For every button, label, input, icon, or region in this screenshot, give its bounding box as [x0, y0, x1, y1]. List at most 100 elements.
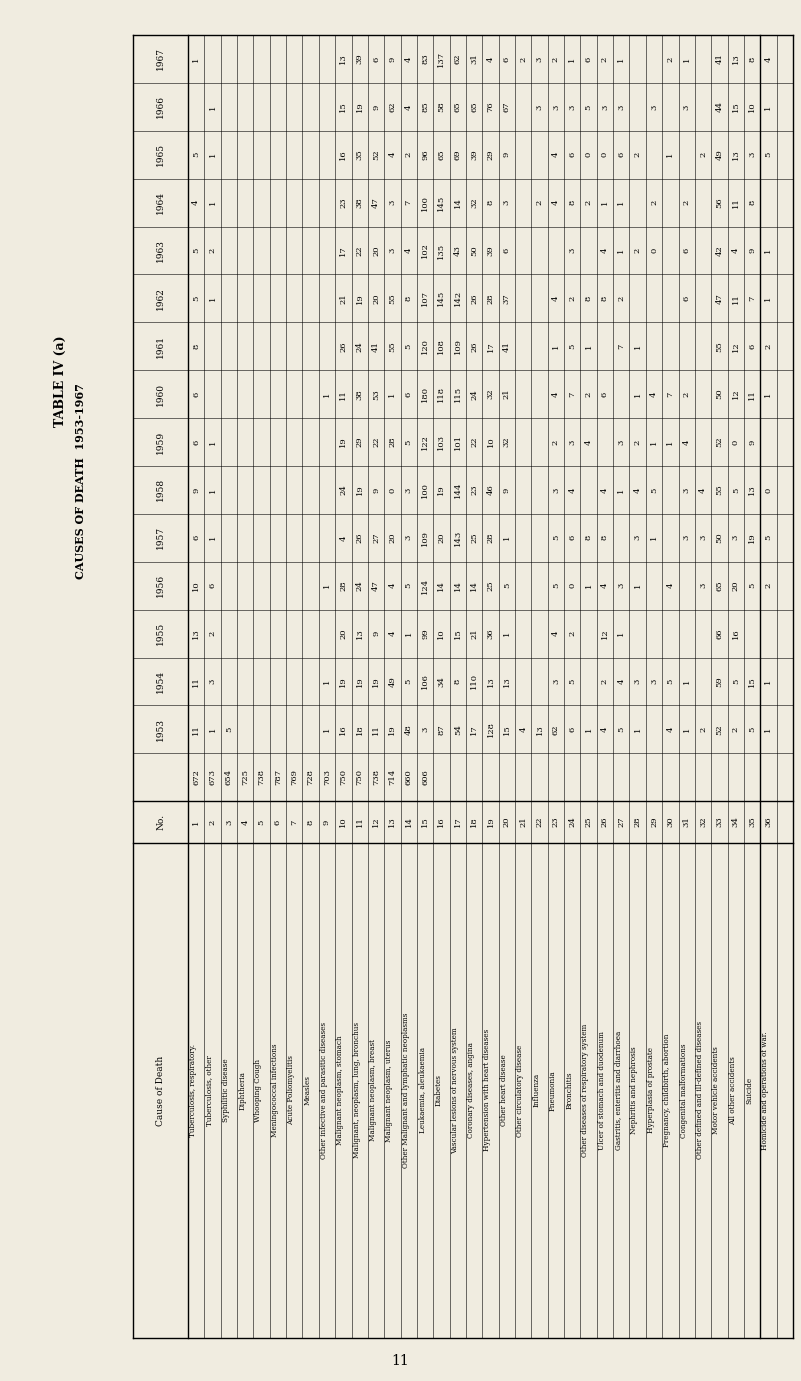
Text: 10: 10 [340, 816, 348, 827]
Text: 99: 99 [421, 628, 429, 639]
Text: 1: 1 [585, 344, 593, 349]
Text: 3: 3 [568, 104, 576, 109]
Text: 37: 37 [503, 293, 511, 304]
Text: 39: 39 [470, 149, 478, 160]
Text: 33: 33 [715, 816, 723, 827]
Text: 21: 21 [340, 293, 348, 304]
Text: 69: 69 [454, 149, 462, 160]
Text: 6: 6 [748, 344, 756, 349]
Text: 15: 15 [732, 101, 740, 112]
Text: 9: 9 [372, 104, 380, 109]
Text: 6: 6 [274, 819, 282, 824]
Text: 10: 10 [486, 436, 494, 447]
Text: 1: 1 [764, 391, 772, 396]
Text: 2: 2 [732, 726, 740, 732]
Text: 31: 31 [682, 816, 690, 827]
Text: 3: 3 [405, 534, 413, 540]
Text: 2: 2 [682, 200, 690, 206]
Text: 32: 32 [486, 389, 494, 399]
Text: 65: 65 [470, 102, 478, 112]
Text: Tuberculosis, other: Tuberculosis, other [205, 1055, 213, 1126]
Text: 1: 1 [405, 631, 413, 637]
Text: 142: 142 [454, 290, 462, 307]
Text: 20: 20 [372, 293, 380, 304]
Text: 14: 14 [437, 580, 445, 591]
Text: 34: 34 [732, 816, 740, 827]
Text: 13: 13 [748, 485, 756, 496]
Text: 6: 6 [568, 726, 576, 732]
Text: 47: 47 [372, 580, 380, 591]
Text: 2: 2 [519, 57, 527, 62]
Text: 1: 1 [192, 819, 200, 824]
Text: 11: 11 [732, 197, 740, 209]
Text: Other Malignant and lymphatic neoplasms: Other Malignant and lymphatic neoplasms [401, 1012, 409, 1168]
Text: Other diseases of respiratory system: Other diseases of respiratory system [582, 1023, 590, 1157]
Text: 32: 32 [699, 816, 707, 827]
Text: 1: 1 [208, 487, 216, 493]
Text: 5: 5 [552, 534, 560, 540]
Text: 9: 9 [748, 247, 756, 253]
Text: 1: 1 [503, 631, 511, 637]
Text: Gastritis, enteritis and diarrhoea: Gastritis, enteritis and diarrhoea [614, 1030, 622, 1150]
Text: 1964: 1964 [156, 191, 165, 214]
Text: 0: 0 [585, 152, 593, 157]
Text: 65: 65 [437, 149, 445, 160]
Text: 673: 673 [208, 769, 216, 786]
Text: 42: 42 [715, 244, 723, 255]
Text: 1966: 1966 [156, 95, 165, 119]
Text: 6: 6 [503, 57, 511, 62]
Text: 13: 13 [192, 628, 200, 639]
Text: 58: 58 [437, 101, 445, 112]
Text: 3: 3 [699, 534, 707, 540]
Text: 4: 4 [601, 487, 609, 493]
Text: 120: 120 [421, 338, 429, 354]
Text: 4: 4 [388, 631, 396, 637]
Text: 1: 1 [650, 439, 658, 445]
Text: 30: 30 [666, 816, 674, 827]
Text: 18: 18 [356, 724, 364, 735]
Text: 11: 11 [372, 724, 380, 735]
Text: 52: 52 [372, 149, 380, 160]
Text: 5: 5 [650, 487, 658, 493]
Text: 12: 12 [732, 389, 740, 399]
Text: 19: 19 [486, 816, 494, 827]
Text: 50: 50 [470, 246, 478, 255]
Text: 8: 8 [601, 534, 609, 540]
Text: Influenza: Influenza [533, 1073, 541, 1108]
Text: 3: 3 [388, 247, 396, 253]
Text: 15: 15 [340, 101, 348, 112]
Text: 29: 29 [650, 816, 658, 827]
Text: 17: 17 [340, 244, 348, 255]
Text: 8: 8 [405, 296, 413, 301]
Text: 6: 6 [503, 247, 511, 253]
Text: 2: 2 [634, 439, 642, 445]
Text: 62: 62 [454, 54, 462, 64]
Text: 2: 2 [585, 392, 593, 396]
Text: 19: 19 [340, 677, 348, 686]
Text: 3: 3 [552, 487, 560, 493]
Text: 11: 11 [732, 293, 740, 304]
Text: Pneumonia: Pneumonia [549, 1070, 557, 1110]
Text: Coronary diseases, angina: Coronary diseases, angina [467, 1043, 475, 1138]
Text: Other circulatory disease: Other circulatory disease [516, 1044, 524, 1137]
Text: 62: 62 [552, 724, 560, 735]
Text: Acute Poliomyelitis: Acute Poliomyelitis [287, 1055, 295, 1126]
Text: 5: 5 [748, 583, 756, 588]
Text: 3: 3 [634, 534, 642, 540]
Text: 3: 3 [682, 534, 690, 540]
Text: 750: 750 [340, 769, 348, 786]
Text: 29: 29 [486, 149, 494, 160]
Text: 0: 0 [650, 247, 658, 253]
Text: 41: 41 [372, 341, 380, 352]
Text: 145: 145 [437, 195, 445, 211]
Text: 10: 10 [192, 580, 200, 591]
Text: 3: 3 [536, 57, 544, 62]
Text: 8: 8 [585, 534, 593, 540]
Text: 26: 26 [601, 816, 609, 827]
Text: Vascular lesions of nervous system: Vascular lesions of nervous system [451, 1027, 459, 1153]
Text: 8: 8 [601, 296, 609, 301]
Text: 107: 107 [421, 290, 429, 307]
Text: 5: 5 [192, 152, 200, 157]
Text: 19: 19 [388, 724, 396, 735]
Text: 5: 5 [618, 726, 626, 732]
